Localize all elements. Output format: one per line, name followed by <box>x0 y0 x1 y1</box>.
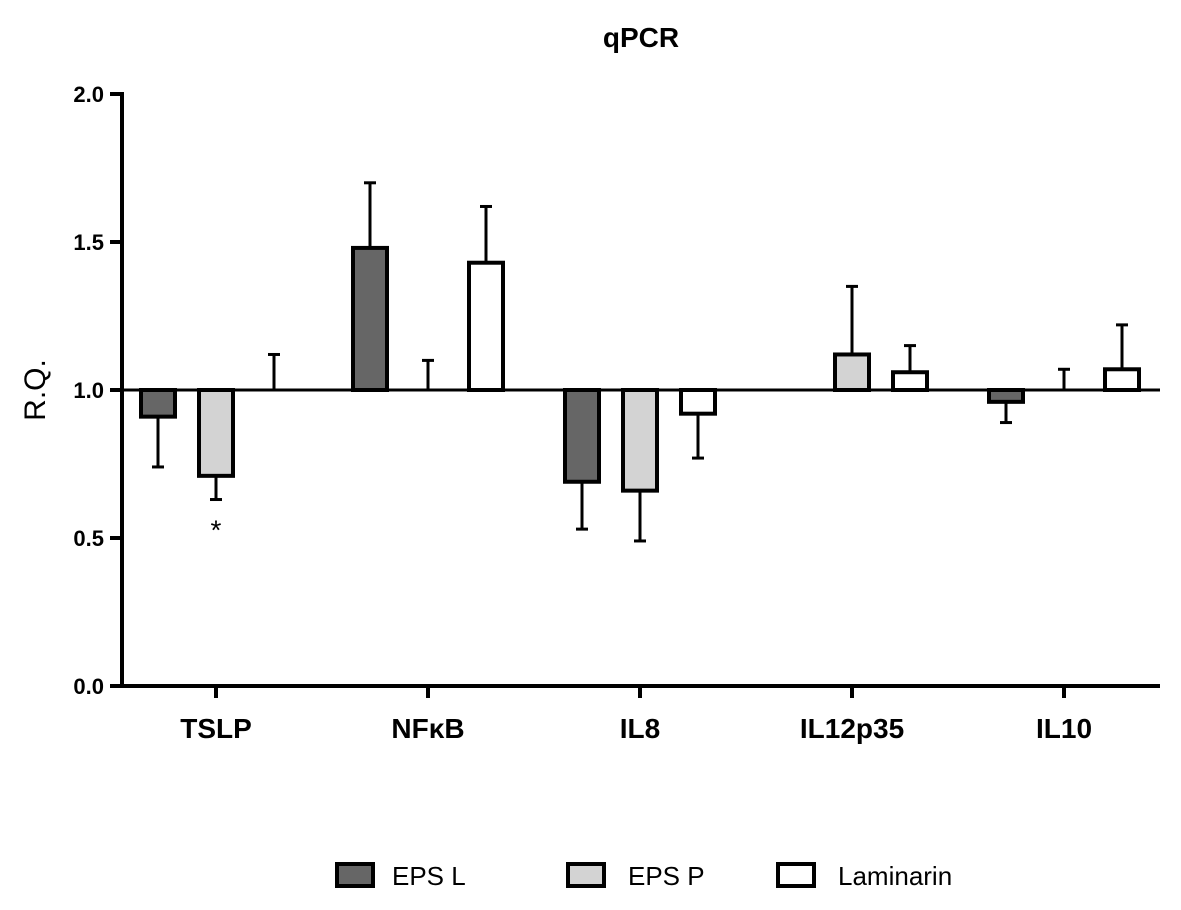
significance-marker: * <box>211 515 222 546</box>
bar <box>621 388 659 493</box>
bar <box>987 388 1025 404</box>
y-tick-label: 1.0 <box>73 378 104 403</box>
legend-swatch <box>776 862 816 888</box>
y-tick-label: 1.5 <box>73 230 104 255</box>
chart-title: qPCR <box>603 22 679 53</box>
plot-area: 0.0 0.5 1.0 1.5 2.0 TSLP NFκB IL8 IL12p35 IL10 * <box>73 82 1160 744</box>
bar <box>1103 367 1141 392</box>
legend: EPS L EPS P Laminarin <box>335 861 952 891</box>
legend-swatch <box>566 862 606 888</box>
bar <box>891 370 929 392</box>
x-tick-label: IL12p35 <box>800 713 904 744</box>
x-tick-label: TSLP <box>180 713 252 744</box>
bar <box>351 245 389 392</box>
legend-label: EPS P <box>628 861 705 891</box>
bar <box>467 260 505 392</box>
y-tick-label: 2.0 <box>73 82 104 107</box>
bar <box>563 388 601 484</box>
legend-swatch <box>335 862 375 888</box>
x-tick-label: NFκB <box>391 713 464 744</box>
y-axis-label: R.Q. <box>19 359 52 421</box>
bar <box>833 352 871 393</box>
legend-label: EPS L <box>392 861 466 891</box>
bar <box>139 388 177 419</box>
bar <box>679 388 717 416</box>
y-tick-label: 0.5 <box>73 526 104 551</box>
x-tick-label: IL10 <box>1036 713 1092 744</box>
legend-label: Laminarin <box>838 861 952 891</box>
y-tick-label: 0.0 <box>73 674 104 699</box>
x-tick-label: IL8 <box>620 713 660 744</box>
bar <box>197 388 235 478</box>
